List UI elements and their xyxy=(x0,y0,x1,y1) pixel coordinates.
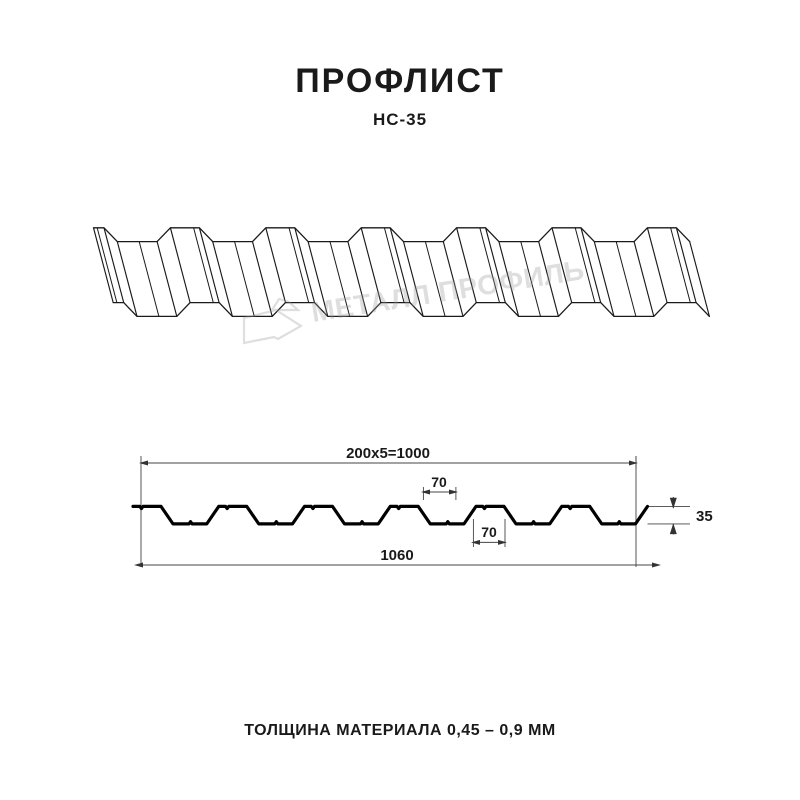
svg-text:200x5=1000: 200x5=1000 xyxy=(346,445,430,462)
svg-text:35: 35 xyxy=(696,508,713,525)
svg-text:70: 70 xyxy=(431,474,447,490)
svg-text:70: 70 xyxy=(481,524,497,540)
svg-text:1060: 1060 xyxy=(380,547,413,564)
